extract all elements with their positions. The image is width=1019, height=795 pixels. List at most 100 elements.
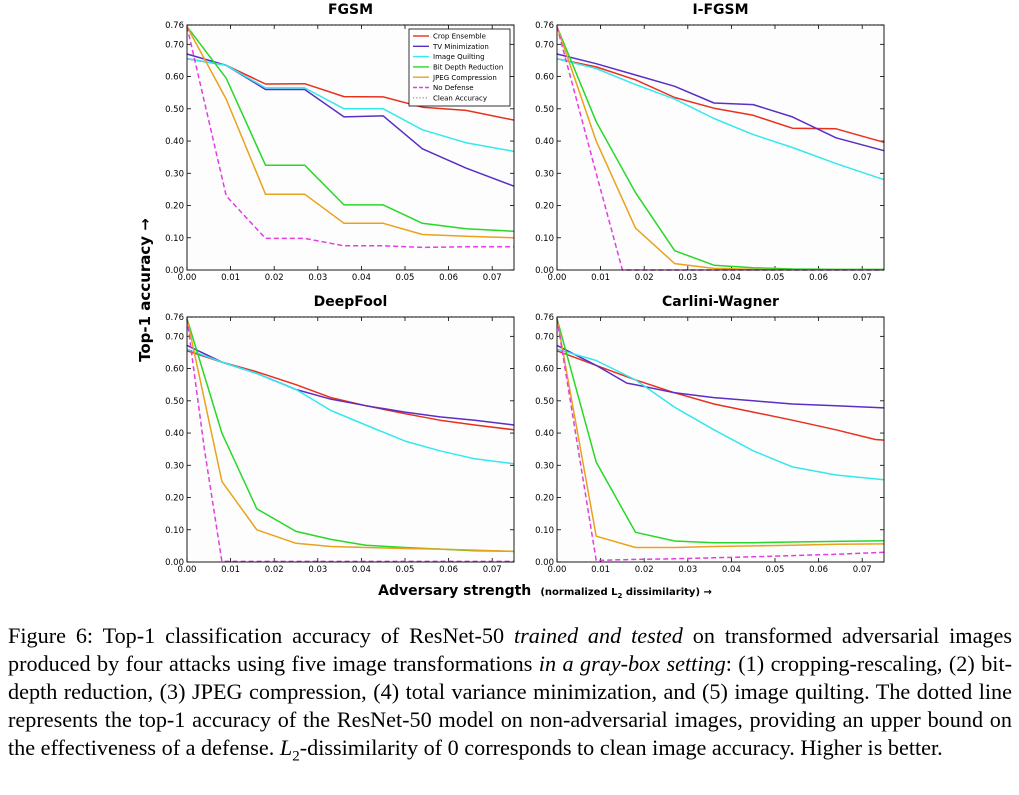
- x-tick-label: 0.03: [308, 565, 327, 575]
- x-tick-label: 0.04: [352, 565, 371, 575]
- legend-label: Crop Ensemble: [433, 33, 486, 41]
- y-tick-label: 0.30: [535, 169, 554, 179]
- x-tick-label: 0.07: [853, 273, 872, 283]
- chart-panels: FGSM 0.00 0.10 0.20 0.30 0.40 0.50 0.60 0.70 0.76…: [165, 2, 885, 575]
- chart-panel-2: DeepFool 0.00 0.10 0.20 0.30 0.40 0.50 0.60 0.70…: [165, 294, 515, 575]
- x-tick-label: 0.06: [439, 565, 458, 575]
- y-tick-label: 0.20: [535, 202, 554, 212]
- x-tick-label: 0.00: [548, 273, 567, 283]
- y-tick-label: 0.30: [165, 461, 184, 471]
- x-tick-label: 0.03: [308, 273, 327, 283]
- y-tick-label: 0.70: [535, 40, 554, 50]
- series-line-image-quilting: [556, 348, 885, 481]
- plot-area: [557, 25, 884, 270]
- y-tick-label: 0.60: [165, 73, 184, 83]
- plot-frame: [186, 316, 515, 563]
- series-line-tv-minimization: [556, 344, 885, 409]
- y-tick-label: 0.20: [535, 494, 554, 504]
- caption-part-8: -dissimilarity of 0 corresponds to clean…: [299, 735, 943, 760]
- legend: Crop Ensemble TV Minimization Image Quilti…: [408, 28, 511, 107]
- x-axis-label-paren: (normalized L: [540, 587, 618, 598]
- series-line-image-quilting: [186, 348, 515, 465]
- y-tick-label: 0.00: [165, 558, 184, 568]
- series-line-no-defense: [556, 318, 885, 562]
- plot-area: [557, 317, 884, 562]
- plot-area: [187, 317, 514, 562]
- chart-title: FGSM: [328, 2, 373, 18]
- y-tick-label: 0.00: [535, 558, 554, 568]
- series-line-jpeg-compression: [186, 318, 515, 553]
- series-line-image-quilting: [186, 58, 515, 153]
- x-tick-label: 0.05: [396, 565, 415, 575]
- plot-frame: [186, 24, 515, 271]
- series-line-image-quilting: [556, 58, 885, 181]
- y-tick-label: 0.50: [165, 397, 184, 407]
- y-tick-label: 0.10: [535, 526, 554, 536]
- chart-title: Carlini-Wagner: [662, 294, 779, 310]
- caption-part-1: Figure 6: Top-1 classification accuracy …: [8, 623, 514, 648]
- x-tick-label: 0.01: [221, 273, 240, 283]
- x-tick-label: 0.05: [766, 565, 785, 575]
- chart-panel-3: Carlini-Wagner 0.00 0.10 0.20 0.30 0.40 0.50 0.…: [535, 294, 885, 575]
- x-tick-label: 0.04: [722, 273, 741, 283]
- plot-frame: [556, 316, 885, 563]
- figure-canvas: FGSM 0.00 0.10 0.20 0.30 0.40 0.50 0.60 0.70 0.76…: [136, 2, 885, 600]
- caption-math-sub: 2: [292, 748, 300, 765]
- y-tick-label: 0.00: [165, 266, 184, 276]
- caption-part-3: on transformed adversarial images produc…: [8, 623, 1012, 676]
- x-tick-label: 0.00: [178, 273, 197, 283]
- y-tick-label: 0.40: [165, 429, 184, 439]
- x-tick-label: 0.06: [809, 273, 828, 283]
- x-tick-label: 0.05: [766, 273, 785, 283]
- x-tick-label: 0.02: [265, 565, 284, 575]
- y-tick-label: 0.60: [535, 365, 554, 375]
- series-line-no-defense: [186, 318, 514, 563]
- y-tick-label: 0.40: [535, 429, 554, 439]
- plot-frame: [556, 24, 885, 271]
- x-tick-label: 0.06: [809, 565, 828, 575]
- series-line-crop-ensemble: [556, 58, 885, 144]
- x-axis-label-main: Adversary strength: [378, 583, 531, 599]
- y-tick-label: 0.50: [165, 105, 184, 115]
- y-tick-label: 0.76: [165, 21, 184, 31]
- x-axis-label-paren-close: dissimilarity) →: [622, 587, 712, 598]
- series-line-crop-ensemble: [186, 58, 515, 121]
- legend-label: Clean Accuracy: [433, 94, 487, 102]
- x-axis-label-sub: 2: [617, 592, 622, 600]
- series-line-jpeg-compression: [556, 318, 885, 549]
- x-axis-label: Adversary strength (normalized L2 dissim…: [378, 580, 712, 600]
- caption-emphasis-trained-tested: trained and tested: [513, 623, 683, 648]
- x-tick-label: 0.02: [635, 565, 654, 575]
- series-line-crop-ensemble: [186, 350, 515, 431]
- x-tick-label: 0.00: [178, 565, 197, 575]
- x-tick-label: 0.05: [396, 273, 415, 283]
- x-tick-label: 0.00: [548, 565, 567, 575]
- caption-math-L: L: [279, 735, 293, 760]
- chart-title: DeepFool: [314, 294, 388, 310]
- x-tick-label: 0.07: [483, 565, 502, 575]
- y-tick-label: 0.30: [535, 461, 554, 471]
- y-tick-label: 0.60: [535, 73, 554, 83]
- chart-panel-1: I-FGSM 0.00 0.10 0.20 0.30 0.40 0.50 0.60 0.70 0.…: [535, 2, 885, 283]
- y-tick-label: 0.10: [535, 234, 554, 244]
- series-line-no-defense: [186, 26, 514, 249]
- y-tick-label: 0.70: [165, 332, 184, 342]
- x-tick-label: 0.02: [635, 273, 654, 283]
- y-tick-label: 0.50: [535, 397, 554, 407]
- y-tick-label: 0.76: [535, 21, 554, 31]
- y-tick-label: 0.10: [165, 234, 184, 244]
- x-tick-label: 0.07: [483, 273, 502, 283]
- legend-label: TV Minimization: [432, 43, 489, 51]
- series-line-bit-depth-reduction: [556, 318, 885, 544]
- figure-caption: Figure 6: Top-1 classification accuracy …: [8, 622, 1012, 770]
- x-tick-label: 0.03: [678, 565, 697, 575]
- x-tick-label: 0.01: [591, 273, 610, 283]
- x-tick-label: 0.07: [853, 565, 872, 575]
- y-tick-label: 0.70: [165, 40, 184, 50]
- y-tick-label: 0.50: [535, 105, 554, 115]
- x-tick-label: 0.01: [221, 565, 240, 575]
- x-tick-label: 0.04: [352, 273, 371, 283]
- y-tick-label: 0.76: [165, 313, 184, 323]
- caption-part-5: : (1) cropping-rescaling, (2) bit-depth …: [8, 651, 1013, 760]
- y-tick-label: 0.10: [165, 526, 184, 536]
